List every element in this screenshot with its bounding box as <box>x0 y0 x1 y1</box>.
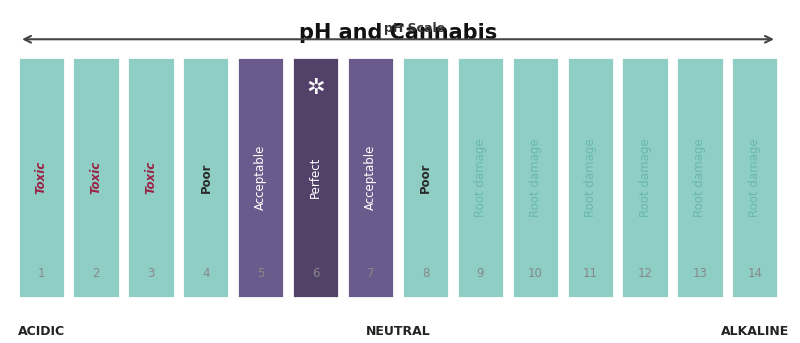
Text: 2: 2 <box>92 267 100 280</box>
FancyBboxPatch shape <box>182 57 230 298</box>
FancyBboxPatch shape <box>402 57 449 298</box>
FancyBboxPatch shape <box>347 57 394 298</box>
Text: Root damage: Root damage <box>529 138 542 217</box>
Text: ACIDIC: ACIDIC <box>18 325 65 338</box>
Text: Root damage: Root damage <box>474 138 487 217</box>
Text: Perfect: Perfect <box>309 157 322 198</box>
Text: Acceptable: Acceptable <box>254 145 267 210</box>
FancyBboxPatch shape <box>457 57 504 298</box>
FancyBboxPatch shape <box>237 57 284 298</box>
Text: 3: 3 <box>147 267 154 280</box>
Text: Acceptable: Acceptable <box>364 145 377 210</box>
FancyBboxPatch shape <box>73 57 120 298</box>
FancyBboxPatch shape <box>512 57 559 298</box>
Text: ALKALINE: ALKALINE <box>721 325 789 338</box>
Text: 1: 1 <box>38 267 45 280</box>
Text: Poor: Poor <box>419 162 432 192</box>
FancyBboxPatch shape <box>622 57 669 298</box>
FancyBboxPatch shape <box>292 57 339 298</box>
Text: 5: 5 <box>257 267 265 280</box>
FancyBboxPatch shape <box>566 57 614 298</box>
Text: 14: 14 <box>747 267 762 280</box>
Text: 7: 7 <box>367 267 374 280</box>
Text: Root damage: Root damage <box>694 138 706 217</box>
Text: Root damage: Root damage <box>638 138 651 217</box>
Text: pH and Cannabis: pH and Cannabis <box>299 23 497 44</box>
Text: 6: 6 <box>312 267 319 280</box>
FancyBboxPatch shape <box>127 57 174 298</box>
FancyBboxPatch shape <box>18 57 65 298</box>
Text: Poor: Poor <box>199 162 212 192</box>
Text: Toxic: Toxic <box>145 161 158 194</box>
Text: Root damage: Root damage <box>748 138 762 217</box>
Text: 10: 10 <box>528 267 542 280</box>
Text: 8: 8 <box>422 267 429 280</box>
Text: Toxic: Toxic <box>34 161 48 194</box>
Text: pH Scale: pH Scale <box>384 23 445 35</box>
Text: 13: 13 <box>693 267 707 280</box>
Text: Root damage: Root damage <box>584 138 597 217</box>
Text: ✲: ✲ <box>306 78 325 98</box>
FancyBboxPatch shape <box>731 57 778 298</box>
FancyBboxPatch shape <box>676 57 723 298</box>
Text: NEUTRAL: NEUTRAL <box>366 325 430 338</box>
Text: 12: 12 <box>638 267 653 280</box>
Text: 9: 9 <box>477 267 484 280</box>
Text: 11: 11 <box>582 267 598 280</box>
Text: 4: 4 <box>202 267 210 280</box>
Text: Toxic: Toxic <box>90 161 102 194</box>
